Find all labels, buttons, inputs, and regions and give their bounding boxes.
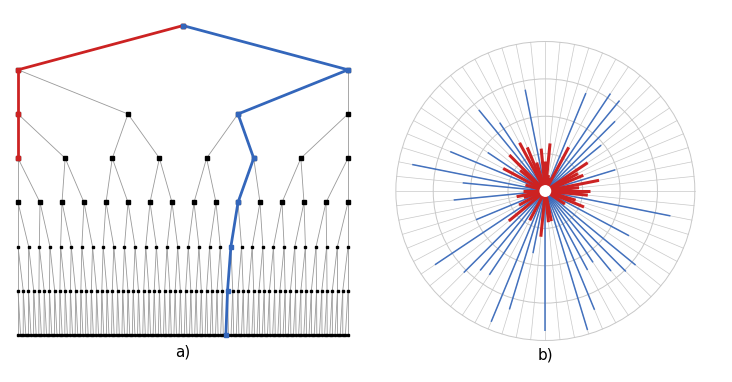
Text: a): a) <box>176 344 190 359</box>
Text: b): b) <box>537 348 553 363</box>
Circle shape <box>540 186 550 196</box>
